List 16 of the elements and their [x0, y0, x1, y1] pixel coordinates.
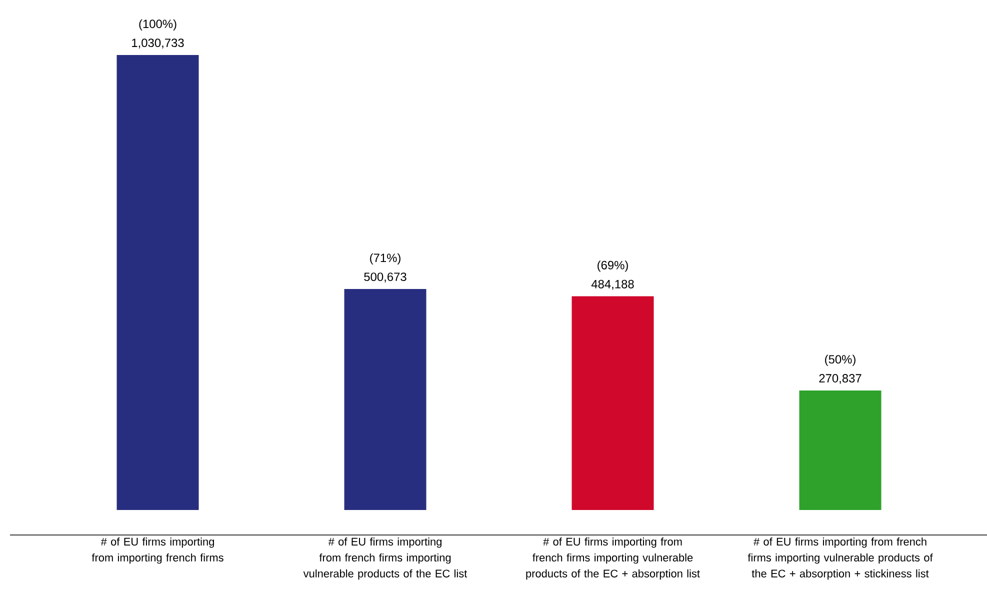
- x-tick-label: # of EU firms importing from french firms importing vulnerable products of the EC list: [303, 538, 468, 580]
- x-tick-label: # of EU firms importing from importing french firms: [92, 538, 224, 564]
- annotation: (71%): [370, 253, 400, 264]
- data-label: 484,188: [591, 280, 634, 290]
- bar: [799, 390, 882, 510]
- data-label: 270,837: [819, 374, 862, 384]
- data-label: 1,030,733: [132, 38, 184, 48]
- x-tick-label: # of EU firms importing from french firms importing vulnerable products of the EC + absorption + stickiness list: [748, 538, 933, 580]
- bar: [344, 288, 426, 510]
- annotation: (50%): [825, 354, 856, 366]
- bar: [116, 54, 199, 510]
- data-label: 500,673: [364, 272, 406, 282]
- x-tick-label: # of EU firms importing from french firms importing vulnerable products of the EC + absorption list: [526, 538, 700, 580]
- bar: [572, 296, 654, 510]
- annotation: (100%): [139, 19, 176, 30]
- annotation: (69%): [598, 260, 628, 272]
